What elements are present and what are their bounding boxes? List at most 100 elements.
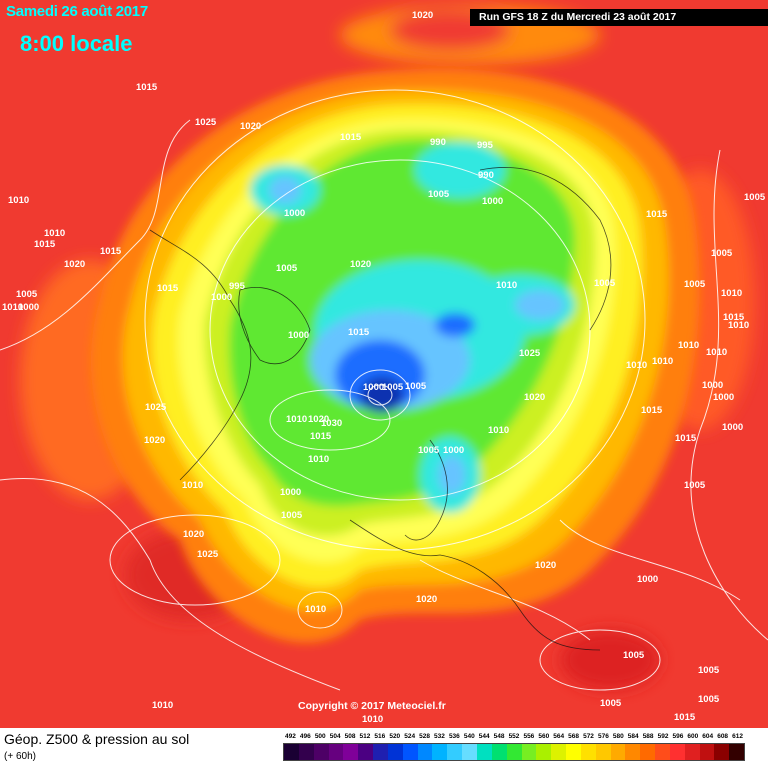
isobar-label: 1030 xyxy=(321,418,342,429)
forecast-date: Samedi 26 août 2017 xyxy=(6,3,148,20)
scale-label: 504 xyxy=(329,733,341,740)
isobar-ring-1 xyxy=(144,89,646,551)
deep-blue-low xyxy=(360,377,404,413)
scale-label: 548 xyxy=(493,733,505,740)
isobar-label: 1010 xyxy=(626,360,647,371)
isobar-label: 1000 xyxy=(702,380,723,391)
isobar-label: 1025 xyxy=(145,402,167,413)
scale-label: 500 xyxy=(314,733,326,740)
isobar-label: 1015 xyxy=(723,312,745,323)
scale-swatch xyxy=(402,744,418,760)
scale-label: 588 xyxy=(642,733,654,740)
isobar-label: 1020 xyxy=(416,594,437,605)
scale-label: 528 xyxy=(419,733,430,740)
isobar-label: 1010 xyxy=(652,356,673,367)
scale-swatch xyxy=(595,744,611,760)
isobar-label: 1020 xyxy=(240,121,261,132)
isobar-label: 1000 xyxy=(288,330,309,341)
isobar-label: 1015 xyxy=(136,82,158,93)
blue-trough-b xyxy=(435,313,475,337)
isobar-label: 1015 xyxy=(675,433,697,444)
scale-label: 492 xyxy=(285,733,296,740)
model-run-label: Run GFS 18 Z du Mercredi 23 août 2017 xyxy=(470,9,768,26)
isobar-label: 1005 xyxy=(594,278,616,289)
isobar-ring-3 xyxy=(367,384,393,406)
scale-swatch xyxy=(373,744,388,760)
scale-label: 512 xyxy=(359,733,371,740)
isobar-label: 1020 xyxy=(144,435,165,446)
isobar-label: 1005 xyxy=(684,279,706,290)
isobar-label: 1005 xyxy=(711,248,733,259)
scale-label: 592 xyxy=(657,733,669,740)
isobar-label: 1000 xyxy=(363,382,384,393)
scale-swatch xyxy=(729,744,745,760)
isobar-label: 1000 xyxy=(284,208,305,219)
scale-swatch xyxy=(298,744,314,760)
cyan-pool-north xyxy=(415,142,505,198)
isobar-label: 1005 xyxy=(16,289,38,300)
isobar-label: 1000 xyxy=(722,422,743,433)
scale-swatch xyxy=(655,744,670,760)
scale-swatches xyxy=(283,743,745,761)
scale-label: 556 xyxy=(523,733,535,740)
isobar-label: 1010 xyxy=(728,320,749,331)
isobar-label: 1005 xyxy=(623,650,645,661)
scale-swatch xyxy=(343,744,359,760)
isobar-label: 1020 xyxy=(350,259,371,270)
isobar-label: 1015 xyxy=(34,239,56,250)
isobar-label: 1005 xyxy=(418,445,440,456)
isobar-ring-7 xyxy=(297,591,343,629)
isobar-label: 1010 xyxy=(721,288,742,299)
isobar-label: 1015 xyxy=(157,283,179,294)
parameter-title: Géop. Z500 & pression au sol xyxy=(4,731,190,747)
scale-label: 508 xyxy=(344,733,356,740)
scale-label: 608 xyxy=(717,733,729,740)
scale-swatch xyxy=(387,744,403,760)
isobar-ring-5 xyxy=(269,389,391,451)
isobar-label: 995 xyxy=(229,281,246,292)
isobar-label: 1010 xyxy=(488,425,509,436)
coast-europe xyxy=(349,519,601,651)
isobar-label: 1000 xyxy=(443,445,464,456)
geopotential-map: 1020 1015 1025 1020 1010 1015 1010 1020 … xyxy=(0,0,768,728)
isobar-label: 1010 xyxy=(305,604,326,615)
isobar-label: 1020 xyxy=(308,414,329,425)
isobar-label: 1010 xyxy=(286,414,307,425)
scale-swatch xyxy=(506,744,522,760)
isobar-label: 1015 xyxy=(310,431,332,442)
isobar-label: 1025 xyxy=(519,348,541,359)
scale-swatch xyxy=(551,744,567,760)
isobar-label: 1000 xyxy=(280,487,301,498)
isobar-label: 1015 xyxy=(641,405,663,416)
scale-swatch xyxy=(284,744,299,760)
isobar-label: 1005 xyxy=(281,510,303,521)
coast-scandinavia xyxy=(404,439,448,541)
isobar-line-1 xyxy=(0,119,191,351)
scale-swatch xyxy=(669,744,685,760)
scale-label: 612 xyxy=(732,733,743,740)
isobar-label: 1005 xyxy=(405,381,427,392)
isobar-ring-6 xyxy=(109,514,281,606)
scale-label: 564 xyxy=(553,733,565,740)
isobar-ring-4 xyxy=(349,369,411,421)
scale-label: 560 xyxy=(538,733,550,740)
light-blue-east xyxy=(515,290,565,320)
scale-swatch xyxy=(699,744,715,760)
legend-footer: Géop. Z500 & pression au sol (+ 60h) 492… xyxy=(0,728,768,768)
isobar-label: 1025 xyxy=(197,549,219,560)
isobar-label: 1010 xyxy=(8,195,29,206)
isobar-label: 1010 xyxy=(152,700,173,711)
isobar-label: 990 xyxy=(430,137,446,148)
scale-swatch xyxy=(476,744,492,760)
isobar-label: 1015 xyxy=(340,132,362,143)
isobar-label: 1010 xyxy=(182,480,203,491)
isobar-label: 1005 xyxy=(684,480,706,491)
coast-north-america xyxy=(149,229,252,481)
isobar-label: 1020 xyxy=(535,560,556,571)
scale-label: 540 xyxy=(463,733,475,740)
isobar-label: 1010 xyxy=(2,302,23,313)
isobar-label: 1020 xyxy=(524,392,545,403)
scale-label: 568 xyxy=(568,733,580,740)
isobar-label: 1005 xyxy=(698,694,720,705)
